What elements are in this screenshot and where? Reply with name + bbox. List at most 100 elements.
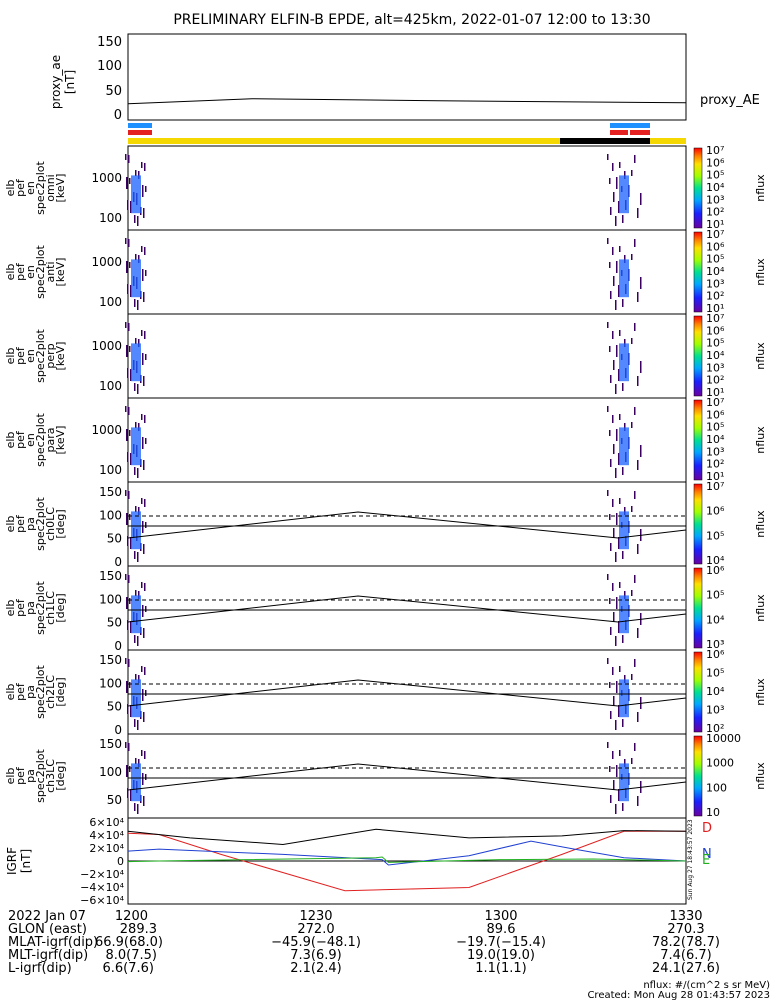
spectrogram-pixel bbox=[615, 384, 617, 394]
loss-cone-line bbox=[127, 679, 687, 707]
spectrogram-pixel bbox=[144, 583, 146, 591]
panel-ytick: 100 bbox=[99, 463, 122, 477]
spectrogram-pixel bbox=[142, 269, 144, 281]
spectrogram-pixel bbox=[144, 247, 146, 255]
colorbar-tick: 10³ bbox=[706, 277, 724, 290]
spectrogram-pixel bbox=[142, 773, 144, 785]
spectrogram-pixel bbox=[616, 345, 618, 357]
spectrogram-pixel bbox=[634, 323, 636, 331]
spectrogram-pixel bbox=[125, 322, 127, 328]
panel-ytick: 100 bbox=[99, 765, 122, 779]
loss-cone-line bbox=[127, 763, 687, 791]
proxy-ae-ytick: 0 bbox=[114, 108, 122, 123]
spectrogram-pixel bbox=[143, 796, 145, 806]
spectrogram-pixel bbox=[634, 407, 636, 415]
spectrogram-pixel bbox=[613, 528, 615, 538]
panel-ylabel: elb bbox=[4, 684, 17, 701]
spectrogram-pixel bbox=[128, 491, 130, 499]
spectrogram-pixel bbox=[616, 513, 618, 525]
spectrogram-pixel bbox=[144, 751, 146, 759]
col-1300: 89.6 bbox=[487, 922, 516, 937]
spectrogram-pixel bbox=[126, 681, 128, 693]
colorbar-tick: 10⁶ bbox=[706, 505, 725, 518]
spectrogram-pixel bbox=[607, 322, 609, 328]
spectrogram-pixel bbox=[622, 383, 624, 391]
panel-frame bbox=[127, 565, 687, 651]
spectrogram-pixel bbox=[637, 796, 639, 806]
spectrogram-pixel bbox=[127, 452, 129, 462]
panel-ytick: 50 bbox=[107, 793, 122, 807]
proxy-ae-ylabel-2: [nT] bbox=[63, 70, 77, 94]
spectrogram-pixel bbox=[138, 255, 140, 263]
spectrogram-pixel bbox=[145, 438, 147, 444]
spectrogram-pixel bbox=[634, 659, 636, 667]
proxy-ae-ytick: 150 bbox=[97, 35, 122, 50]
row-label-mlat: MLAT-igrf(dip) bbox=[8, 935, 98, 950]
spectrogram-pixel bbox=[619, 498, 621, 504]
loss-cone-line bbox=[127, 595, 687, 623]
spectrogram-pixel bbox=[624, 255, 626, 263]
spectrogram-pixel bbox=[615, 300, 617, 310]
spectrogram-pixel bbox=[610, 627, 612, 635]
panel-ylabel: spec2plot bbox=[34, 497, 47, 551]
spectrogram-pixel bbox=[143, 460, 145, 470]
colorbar-tick: 10⁵ bbox=[706, 667, 724, 680]
panel-ytick: 150 bbox=[99, 569, 122, 583]
igrf-ytick: −6×10⁴ bbox=[80, 894, 124, 907]
panel-ytick: 1000 bbox=[91, 423, 122, 437]
panel-ylabel: spec2plot bbox=[34, 581, 47, 635]
colorbar-tick: 10⁶ bbox=[706, 408, 725, 421]
igrf-ytick: 4×10⁴ bbox=[89, 829, 124, 842]
spectrogram-pixel bbox=[128, 407, 130, 415]
colorbar-tick: 10⁵ bbox=[706, 421, 724, 434]
spectrogram-pixel bbox=[128, 659, 130, 667]
spectrogram-pixel bbox=[607, 490, 609, 496]
col-1330: 1330 bbox=[669, 909, 702, 924]
spectrogram-pixel bbox=[609, 514, 611, 520]
spectrogram-pixel bbox=[634, 743, 636, 751]
panel-ylabel: pa bbox=[24, 601, 37, 615]
spectrogram-pixel bbox=[615, 552, 617, 562]
panel-ylabel: omni bbox=[44, 174, 57, 201]
spectrogram-pixel bbox=[610, 375, 612, 383]
colorbar-tick: 10⁷ bbox=[706, 144, 724, 157]
spectrogram-pixel bbox=[637, 712, 639, 722]
spectrogram-pixel bbox=[634, 491, 636, 499]
spectrogram-core bbox=[131, 679, 141, 718]
spectrogram-pixel bbox=[143, 628, 145, 638]
spectrogram-pixel bbox=[144, 331, 146, 339]
spectrogram-core bbox=[131, 427, 141, 466]
spectrogram-pixel bbox=[142, 437, 144, 449]
spectrogram-pixel bbox=[640, 277, 642, 289]
spectrogram-pixel bbox=[607, 238, 609, 244]
spectrogram-pixel bbox=[612, 499, 614, 507]
colorbar-tick: 10³ bbox=[706, 638, 724, 651]
colorbar-tick: 10 bbox=[706, 806, 720, 819]
spectrogram-pixel bbox=[134, 635, 136, 643]
spectrogram-pixel bbox=[637, 292, 639, 302]
spectrogram-pixel bbox=[612, 163, 614, 171]
igrf-legend-e: E bbox=[702, 853, 710, 868]
spectrogram-pixel bbox=[126, 429, 128, 441]
panel-ylabel: pef bbox=[14, 346, 27, 365]
panel-ylabel: en bbox=[24, 349, 37, 363]
spectrogram-pixel bbox=[130, 705, 132, 717]
spectrogram-core bbox=[131, 175, 141, 214]
panel-ytick: 100 bbox=[99, 592, 122, 606]
spectrogram-pixel bbox=[138, 507, 140, 515]
igrf-lines bbox=[127, 828, 687, 892]
spectrogram-pixel bbox=[615, 216, 617, 226]
spectrogram-core bbox=[619, 595, 629, 634]
col-1200: 66.9(68.0) bbox=[95, 935, 163, 950]
igrf-panel: IGRF [nT] 6×10⁴ 4×10⁴ 2×10⁴ 0 −2×10⁴ −4×… bbox=[5, 816, 712, 907]
spectrogram-pixel bbox=[141, 330, 143, 336]
spectrogram-pixel bbox=[125, 238, 127, 244]
spectrogram-pixel bbox=[135, 338, 137, 344]
science-zone-bar-red bbox=[128, 130, 152, 135]
panel-ylabel: en bbox=[24, 433, 37, 447]
colorbar-tick: 10² bbox=[706, 206, 724, 219]
colorbar-tick: 10⁷ bbox=[706, 396, 724, 409]
spectrogram-pixel bbox=[624, 171, 626, 179]
